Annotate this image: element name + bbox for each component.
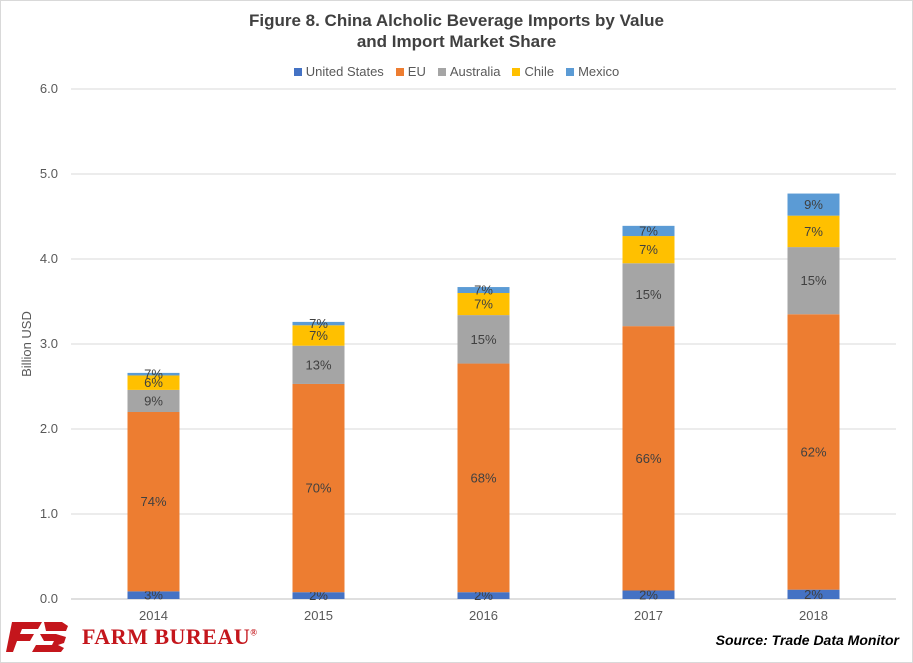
legend-swatch: [512, 67, 521, 76]
data-label: 7%: [474, 297, 493, 312]
chart-title: Figure 8. China Alcholic Beverage Import…: [0, 10, 913, 52]
data-label: 15%: [470, 332, 496, 347]
bar-segment-mexico: [787, 193, 840, 216]
y-tick-label: 0.0: [40, 591, 58, 606]
legend-swatch: [293, 67, 302, 76]
legend-swatch: [566, 67, 575, 76]
y-tick-label: 6.0: [40, 81, 58, 96]
data-label: 15%: [635, 287, 661, 302]
bar-segment-australia: [127, 389, 180, 412]
bar-segment-mexico: [457, 287, 510, 293]
legend-label: Mexico: [578, 64, 620, 79]
bar-segment-eu: [457, 363, 510, 593]
bar-segment-chile: [457, 293, 510, 316]
source-note: Source: Trade Data Monitor: [715, 632, 899, 648]
bar-segment-mexico: [292, 321, 345, 326]
chart-legend: United States EU Australia Chile Mexico: [0, 64, 913, 79]
y-tick-label: 3.0: [40, 336, 58, 351]
chart-title-line-1: Figure 8. China Alcholic Beverage Import…: [248, 11, 665, 30]
bar-segment-australia: [787, 247, 840, 315]
legend-item: United States: [293, 64, 384, 79]
bar-segment-mexico: [127, 372, 180, 376]
data-label: 13%: [305, 357, 331, 372]
bar-segment-united-states: [457, 592, 510, 599]
data-label: 9%: [144, 393, 163, 408]
bar-segment-mexico: [622, 225, 675, 237]
x-tick-label: 2018: [799, 608, 828, 623]
x-tick-label: 2015: [304, 608, 333, 623]
y-tick-label: 4.0: [40, 251, 58, 266]
farm-bureau-wordmark: FARM BUREAU®: [82, 624, 258, 649]
bar-segment-australia: [457, 315, 510, 364]
data-label: 2%: [639, 587, 658, 602]
data-label: 7%: [309, 328, 328, 343]
farm-bureau-logo: FARM BUREAU®: [6, 620, 257, 654]
data-label: 74%: [140, 494, 166, 509]
legend-item: EU: [395, 64, 426, 79]
data-label: 70%: [305, 481, 331, 496]
data-label: 7%: [309, 316, 328, 331]
legend-item: Chile: [512, 64, 554, 79]
legend-label: EU: [407, 64, 426, 79]
y-tick-label: 2.0: [40, 421, 58, 436]
data-label: 2%: [804, 587, 823, 602]
legend-swatch: [395, 67, 404, 76]
data-label: 7%: [639, 223, 658, 238]
bar-segment-eu: [292, 383, 345, 593]
x-tick-label: 2017: [634, 608, 663, 623]
legend-label: Chile: [524, 64, 555, 79]
bar-segment-united-states: [787, 589, 840, 599]
legend-swatch: [437, 67, 446, 76]
data-label: 7%: [474, 283, 493, 298]
chart-title-line-2: and Import Market Share: [356, 32, 557, 51]
data-label: 7%: [144, 367, 163, 382]
legend-item: Australia: [437, 64, 501, 79]
x-tick-label: 2014: [139, 608, 168, 623]
legend-label: Australia: [449, 64, 501, 79]
bar-segment-australia: [292, 345, 345, 384]
bar-segment-chile: [292, 325, 345, 346]
data-label: 62%: [800, 444, 826, 459]
farm-bureau-fb-icon: [6, 622, 68, 652]
bar-segment-chile: [622, 236, 675, 264]
bar-segment-australia: [622, 263, 675, 327]
x-tick-label: 2016: [469, 608, 498, 623]
bar-segment-chile: [127, 375, 180, 390]
data-label: 3%: [144, 588, 163, 603]
y-tick-label: 5.0: [40, 166, 58, 181]
data-label: 7%: [639, 242, 658, 257]
legend-label: United States: [305, 64, 384, 79]
data-label: 6%: [144, 375, 163, 390]
data-label: 7%: [804, 224, 823, 239]
bar-segment-eu: [127, 412, 180, 592]
bar-segment-united-states: [127, 591, 180, 599]
data-label: 68%: [470, 470, 496, 485]
bar-segment-chile: [787, 215, 840, 248]
data-label: 9%: [804, 197, 823, 212]
bar-segment-eu: [787, 314, 840, 590]
legend-item: Mexico: [566, 64, 619, 79]
data-label: 15%: [800, 273, 826, 288]
bar-segment-eu: [622, 326, 675, 591]
data-label: 66%: [635, 451, 661, 466]
bar-segment-united-states: [292, 592, 345, 599]
bar-segment-united-states: [622, 590, 675, 599]
y-axis-label: Billion USD: [19, 311, 34, 377]
y-tick-label: 1.0: [40, 506, 58, 521]
